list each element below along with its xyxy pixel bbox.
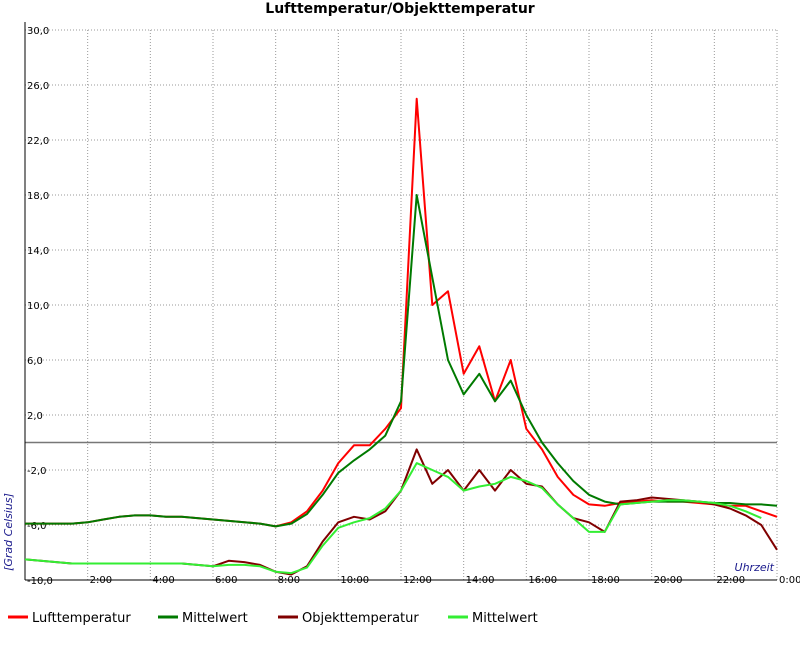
y-tick-label: 26,0: [27, 81, 49, 92]
x-tick-label: 0:00: [779, 575, 800, 586]
y-tick-label: 10,0: [27, 301, 49, 312]
y-tick-label: 2,0: [27, 411, 43, 422]
y-tick-label: -10,0: [27, 576, 53, 587]
y-tick-label: 22,0: [27, 136, 49, 147]
y-tick-label: 14,0: [27, 246, 49, 257]
legend-label: Objekttemperatur: [302, 611, 419, 626]
y-axis-label: [Grad Celsius]: [2, 493, 15, 571]
legend-label: Mittelwert: [182, 611, 248, 626]
legend-label: Mittelwert: [472, 611, 538, 626]
y-tick-label: 18,0: [27, 191, 49, 202]
y-tick-label: -6,0: [27, 521, 47, 532]
legend-label: Lufttemperatur: [32, 611, 131, 626]
y-tick-label: -2,0: [27, 466, 47, 477]
chart-title: Lufttemperatur/Objekttemperatur: [265, 1, 535, 17]
series-line: [24, 462, 762, 575]
y-tick-label: 6,0: [27, 356, 43, 367]
x-axis-label: Uhrzeit: [735, 561, 775, 574]
y-tick-label: 30,0: [27, 26, 49, 37]
